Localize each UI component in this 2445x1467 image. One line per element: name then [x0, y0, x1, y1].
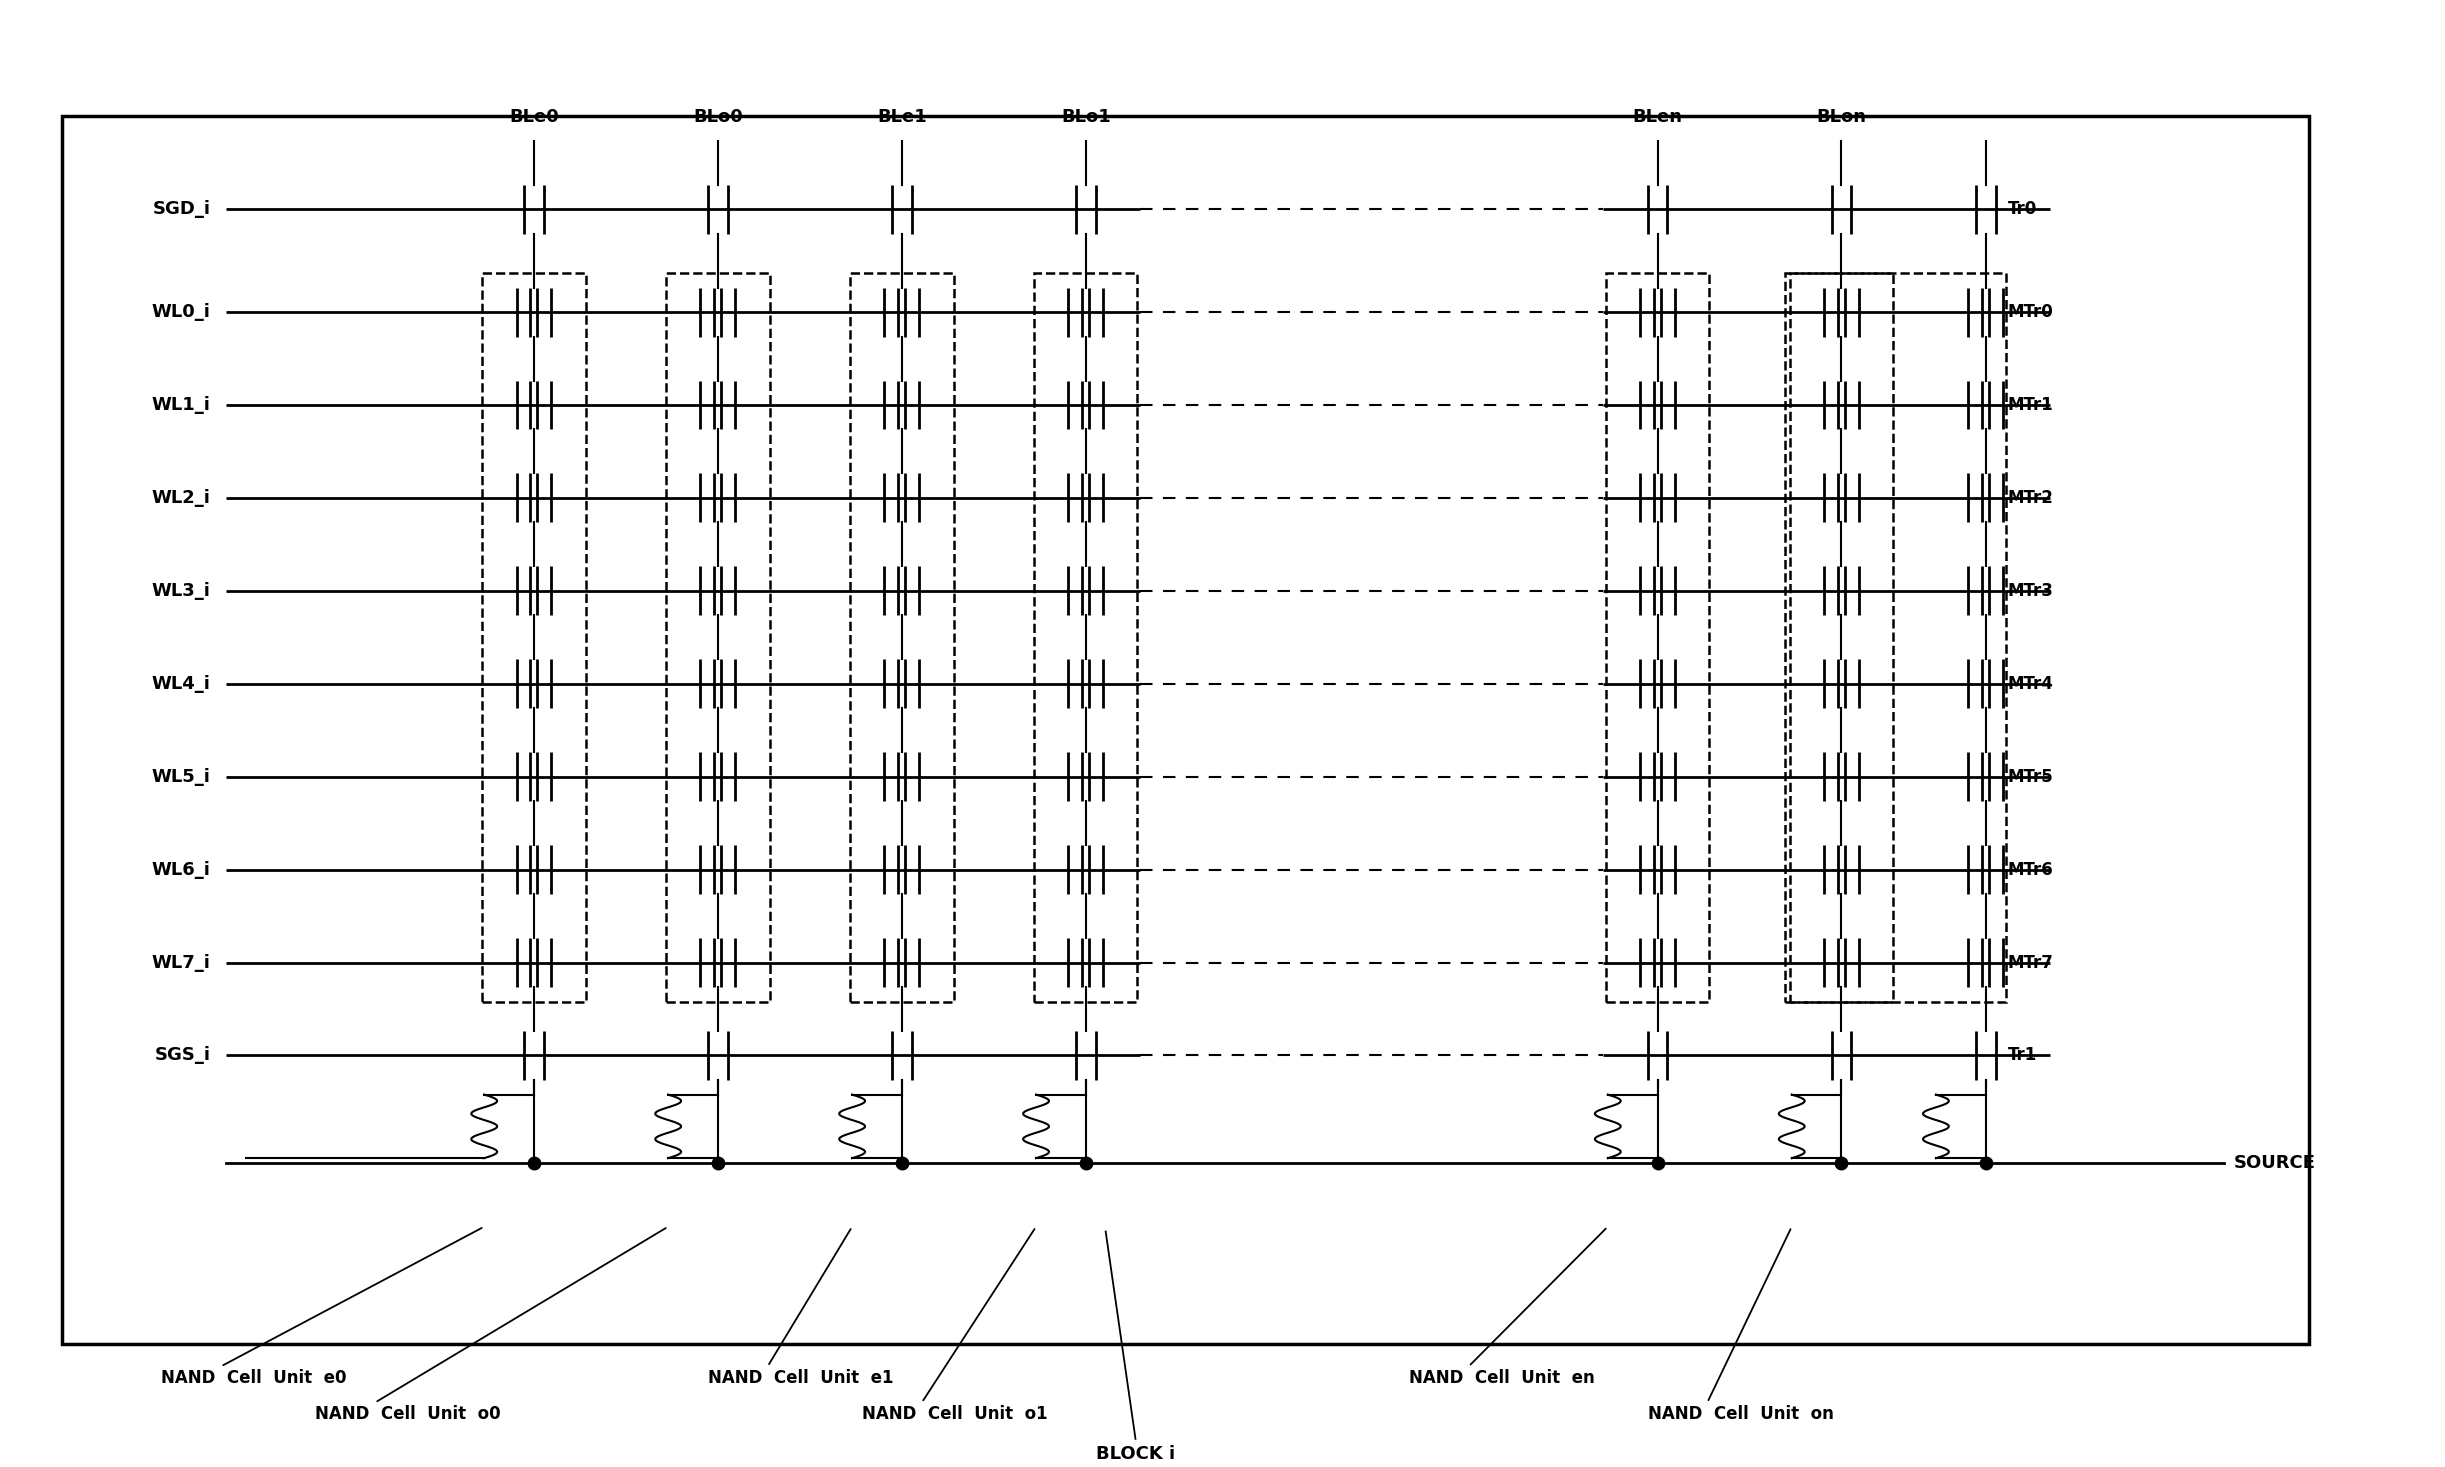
- Text: MTr1: MTr1: [2007, 396, 2054, 414]
- Text: WL6_i: WL6_i: [152, 861, 210, 879]
- Text: NAND  Cell  Unit  e1: NAND Cell Unit e1: [709, 1369, 892, 1388]
- Text: SGS_i: SGS_i: [154, 1046, 210, 1065]
- Text: WL1_i: WL1_i: [152, 396, 210, 414]
- Text: MTr2: MTr2: [2007, 489, 2054, 508]
- Text: MTr3: MTr3: [2007, 582, 2054, 600]
- Text: BLen: BLen: [1633, 109, 1682, 126]
- Bar: [1034, 273, 1137, 1002]
- Bar: [1606, 273, 1709, 1002]
- Text: NAND  Cell  Unit  e0: NAND Cell Unit e0: [161, 1369, 347, 1388]
- Text: MTr7: MTr7: [2007, 954, 2054, 971]
- Bar: [665, 273, 770, 1002]
- Text: SGD_i: SGD_i: [152, 201, 210, 219]
- Text: WL3_i: WL3_i: [152, 582, 210, 600]
- Text: NAND  Cell  Unit  on: NAND Cell Unit on: [1648, 1405, 1834, 1423]
- Text: SOURCE: SOURCE: [2235, 1155, 2315, 1172]
- Text: MTr0: MTr0: [2007, 304, 2054, 321]
- Text: Tr0: Tr0: [2007, 201, 2037, 219]
- Text: NAND  Cell  Unit  en: NAND Cell Unit en: [1408, 1369, 1594, 1388]
- Text: MTr4: MTr4: [2007, 675, 2054, 692]
- Text: MTr6: MTr6: [2007, 861, 2054, 879]
- Text: BLon: BLon: [1817, 109, 1866, 126]
- Bar: [851, 273, 954, 1002]
- Text: WL4_i: WL4_i: [152, 675, 210, 692]
- Text: BLe1: BLe1: [878, 109, 927, 126]
- Bar: [1785, 273, 2005, 1002]
- Bar: [482, 273, 587, 1002]
- Text: BLo0: BLo0: [692, 109, 743, 126]
- Text: WL0_i: WL0_i: [152, 304, 210, 321]
- Bar: [1790, 273, 1892, 1002]
- Text: WL7_i: WL7_i: [152, 954, 210, 971]
- Text: BLOCK i: BLOCK i: [1095, 1445, 1176, 1463]
- Text: WL5_i: WL5_i: [152, 767, 210, 786]
- Text: BLe0: BLe0: [509, 109, 560, 126]
- Text: NAND  Cell  Unit  o1: NAND Cell Unit o1: [863, 1405, 1049, 1423]
- Text: MTr5: MTr5: [2007, 767, 2054, 786]
- Text: BLo1: BLo1: [1061, 109, 1110, 126]
- Text: NAND  Cell  Unit  o0: NAND Cell Unit o0: [315, 1405, 501, 1423]
- Text: Tr1: Tr1: [2007, 1046, 2037, 1065]
- Text: WL2_i: WL2_i: [152, 489, 210, 508]
- Bar: [61, 116, 2308, 1344]
